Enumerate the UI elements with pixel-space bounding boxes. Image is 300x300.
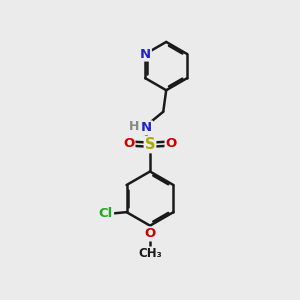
Text: N: N [140, 47, 151, 61]
Text: S: S [145, 137, 155, 152]
Text: N: N [141, 122, 152, 134]
Text: O: O [123, 137, 134, 150]
Text: Cl: Cl [99, 207, 113, 220]
Text: H: H [129, 120, 139, 133]
Text: CH₃: CH₃ [139, 248, 163, 260]
Text: O: O [166, 137, 177, 150]
Text: O: O [144, 227, 156, 240]
